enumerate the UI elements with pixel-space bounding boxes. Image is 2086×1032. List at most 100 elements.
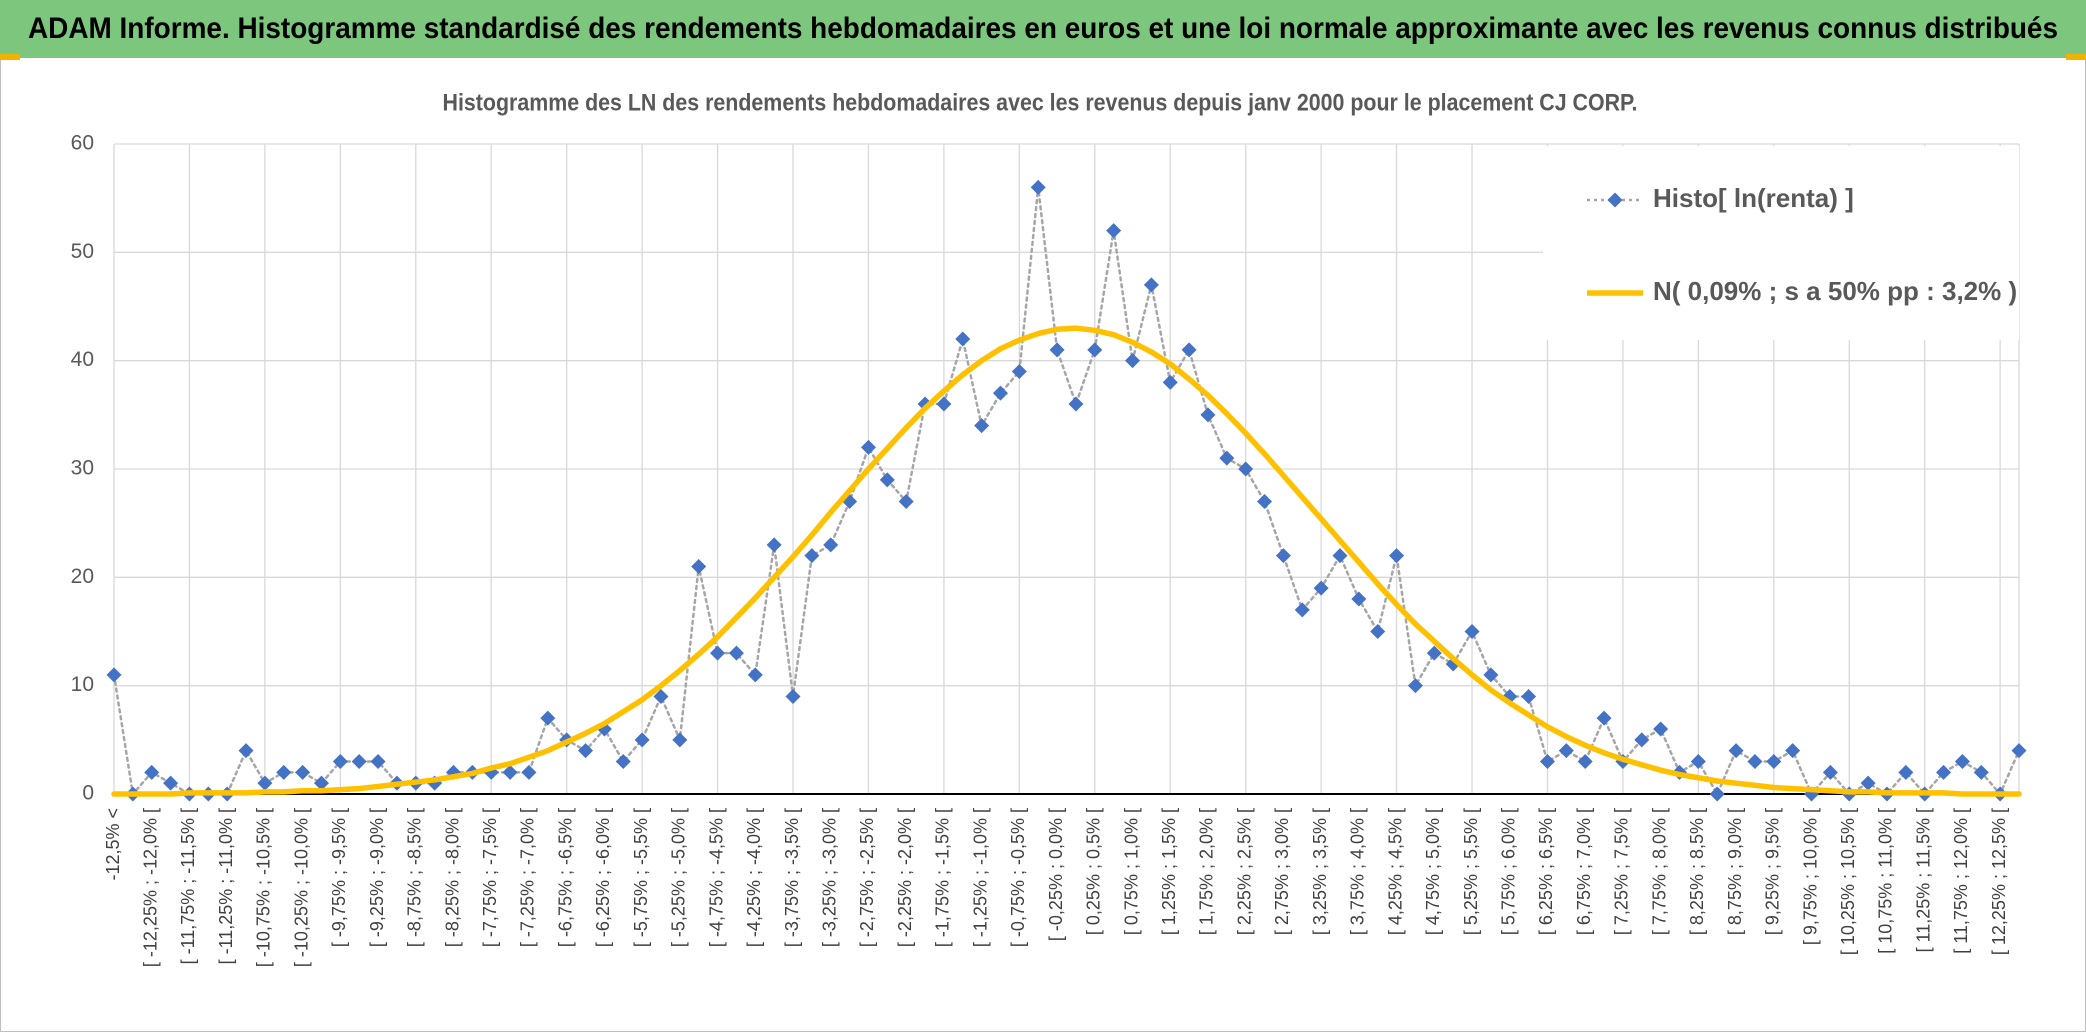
data-point xyxy=(1634,732,1650,748)
data-point xyxy=(1954,754,1970,769)
data-point xyxy=(1558,743,1574,759)
data-point xyxy=(1162,374,1178,390)
data-point xyxy=(1822,764,1838,780)
x-tick-label: [ 0,25% ; 0,5% [ xyxy=(1084,808,1104,935)
data-point xyxy=(860,439,876,455)
x-tick-label: [ -8,75% ; -8,5% [ xyxy=(405,808,425,947)
x-tick-label: [ -7,25% ; -7,0% [ xyxy=(518,808,538,947)
data-point xyxy=(804,548,820,564)
data-point xyxy=(1219,450,1235,466)
data-point xyxy=(1747,754,1763,769)
data-point xyxy=(1257,494,1273,509)
x-tick-label: [ -11,75% ; -11,5% [ xyxy=(178,808,198,964)
data-point xyxy=(1087,342,1103,358)
x-tick-label: [ 11,75% ; 12,0% [ xyxy=(1951,808,1971,954)
data-point xyxy=(1539,754,1555,769)
x-tick-label: [ 6,25% ; 6,5% [ xyxy=(1536,808,1556,935)
x-tick-label: [ -7,75% ; -7,5% [ xyxy=(480,808,500,947)
y-tick-label: 40 xyxy=(71,348,94,371)
data-point xyxy=(502,764,518,780)
x-tick-label: [ 5,75% ; 6,0% [ xyxy=(1498,808,1518,935)
data-point xyxy=(1294,602,1310,618)
data-point xyxy=(332,754,348,769)
x-tick-label: [ 10,75% ; 11,0% [ xyxy=(1876,808,1896,954)
data-point xyxy=(1860,775,1876,791)
x-tick-label: [ 0,75% ; 1,0% [ xyxy=(1121,808,1141,935)
data-point xyxy=(2011,743,2027,759)
normal-curve xyxy=(111,325,2022,797)
data-point xyxy=(1389,548,1405,564)
data-point xyxy=(823,537,839,553)
x-tick-label: -12,5% < xyxy=(103,808,123,881)
data-point xyxy=(992,385,1008,401)
x-tick-label: [ -6,25% ; -6,0% [ xyxy=(593,808,613,947)
data-point xyxy=(672,732,688,748)
data-point xyxy=(1313,580,1329,596)
data-point xyxy=(1181,342,1197,358)
x-tick-label: [ 7,25% ; 7,5% [ xyxy=(1612,808,1632,935)
data-point xyxy=(1464,624,1480,639)
data-point xyxy=(257,775,273,791)
data-point xyxy=(1011,364,1027,379)
x-tick-label: [ -9,75% ; -9,5% [ xyxy=(329,808,349,947)
x-tick-label: [ 9,75% ; 10,0% [ xyxy=(1800,808,1820,945)
x-tick-label: [ 7,75% ; 8,0% [ xyxy=(1649,808,1669,935)
x-tick-label: [ -3,75% ; -3,5% [ xyxy=(782,808,802,947)
x-tick-label: [ 1,25% ; 1,5% [ xyxy=(1159,808,1179,935)
data-point xyxy=(747,667,763,683)
data-point xyxy=(898,494,914,509)
legend: Histo[ ln(renta) ] N( 0,09% ; s a 50% pp … xyxy=(1543,146,2019,340)
x-tick-label: [ -11,25% ; -11,0% [ xyxy=(216,808,236,964)
data-point xyxy=(1049,342,1065,358)
data-point xyxy=(634,732,650,748)
legend-box xyxy=(1543,146,2019,340)
data-point xyxy=(1973,764,1989,780)
data-point xyxy=(1370,624,1386,639)
x-tick-label: [ -10,25% ; -10,0% [ xyxy=(291,808,311,967)
data-point xyxy=(710,645,726,661)
data-point xyxy=(1030,179,1046,195)
data-point xyxy=(1238,461,1254,477)
header-bar xyxy=(0,0,2086,58)
data-point xyxy=(521,764,537,780)
x-tick-label: [ 1,75% ; 2,0% [ xyxy=(1197,808,1217,935)
data-point xyxy=(351,754,367,769)
y-tick-label: 0 xyxy=(82,782,94,805)
x-tick-label: [ 3,25% ; 3,5% [ xyxy=(1310,808,1330,935)
data-point xyxy=(1200,407,1216,423)
x-tick-label: [ -5,25% ; -5,0% [ xyxy=(669,808,689,947)
y-tick-label: 30 xyxy=(71,457,94,480)
x-tick-label: [ -8,25% ; -8,0% [ xyxy=(442,808,462,947)
x-tick-label: [ -3,25% ; -3,0% [ xyxy=(819,808,839,947)
x-tick-label: [ 4,75% ; 5,0% [ xyxy=(1423,808,1443,935)
x-tick-label: [ -10,75% ; -10,5% [ xyxy=(254,808,274,967)
legend-label: N( 0,09% ; s a 50% pp : 3,2% ) xyxy=(1653,276,2017,306)
x-tick-label: [ -12,25% ; -12,0% [ xyxy=(140,808,160,967)
x-tick-label: [ -5,75% ; -5,5% [ xyxy=(631,808,651,947)
x-tick-label: [ 5,25% ; 5,5% [ xyxy=(1461,808,1481,935)
data-point xyxy=(1521,689,1537,704)
x-tick-label: [ -4,25% ; -4,0% [ xyxy=(744,808,764,947)
data-point xyxy=(1577,754,1593,769)
data-point xyxy=(728,645,744,661)
data-point xyxy=(1785,743,1801,759)
x-tick-label: [ -2,25% ; -2,0% [ xyxy=(895,808,915,947)
legend-marker xyxy=(1607,192,1623,208)
data-point xyxy=(1125,353,1141,369)
data-point xyxy=(879,472,895,488)
x-tick-label: [ -0,25% ; 0,0% [ xyxy=(1046,808,1066,941)
data-point xyxy=(106,667,122,683)
data-point xyxy=(1068,396,1084,412)
y-tick-label: 60 xyxy=(71,132,94,155)
data-point xyxy=(1106,223,1122,239)
data-point xyxy=(1332,548,1348,564)
x-tick-label: [ 2,25% ; 2,5% [ xyxy=(1234,808,1254,935)
x-tick-label: [ 12,25% ; 12,5% [ xyxy=(1989,808,2009,955)
data-point xyxy=(691,559,707,574)
data-point xyxy=(1351,591,1367,607)
data-point xyxy=(955,331,971,347)
data-point xyxy=(1766,754,1782,769)
data-point xyxy=(313,775,329,791)
